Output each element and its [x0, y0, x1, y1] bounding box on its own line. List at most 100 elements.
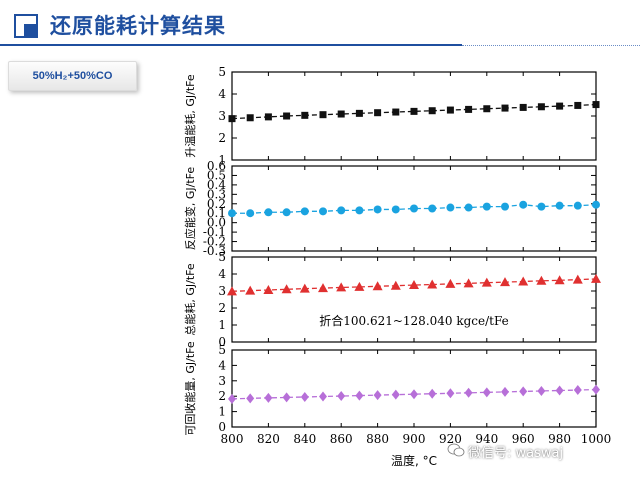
y-tick-label: 1 [218, 153, 226, 167]
x-tick-label: 820 [257, 432, 280, 446]
data-point [591, 273, 601, 283]
data-point [501, 104, 509, 112]
data-point [554, 275, 565, 285]
data-point [573, 385, 582, 396]
data-point [391, 205, 400, 214]
data-point [446, 388, 455, 399]
page-title: 还原能耗计算结果 [50, 14, 226, 38]
x-tick-label: 960 [512, 432, 535, 446]
data-point [481, 277, 492, 287]
x-tick-label: 940 [475, 432, 498, 446]
y-tick-label: -0.1 [203, 225, 226, 239]
data-point [537, 385, 546, 396]
data-point [246, 114, 254, 122]
data-point [354, 281, 365, 291]
y-tick-label: 4 [218, 87, 226, 101]
data-point [355, 206, 364, 215]
data-point [390, 280, 401, 290]
x-tick-label: 840 [293, 432, 316, 446]
data-point [555, 385, 564, 396]
series-line [232, 204, 597, 214]
header-rule [0, 44, 462, 46]
data-point [537, 103, 545, 111]
data-point [336, 282, 347, 292]
y-axis-label: 升温能耗, GJ/tFe [183, 74, 197, 158]
data-point [374, 109, 382, 117]
slide-header: 还原能耗计算结果 [0, 0, 640, 46]
data-point [246, 393, 255, 404]
header-dotted-rule [462, 44, 640, 46]
data-point [463, 278, 474, 288]
data-point [410, 204, 418, 213]
data-point [574, 101, 582, 109]
x-tick-label: 900 [403, 432, 426, 446]
y-axis-label: 总能耗, GJ/tFe [183, 263, 197, 336]
data-point [519, 103, 527, 111]
data-point [228, 393, 236, 404]
data-point [391, 389, 400, 400]
data-point [283, 112, 291, 120]
y-tick-label: 3 [218, 109, 226, 123]
data-point [337, 391, 346, 402]
data-point [500, 277, 510, 287]
y-tick-label: -0.2 [203, 235, 226, 249]
data-point [263, 284, 274, 294]
data-point [410, 107, 418, 115]
y-tick-label: 5 [218, 250, 226, 264]
data-point [592, 101, 600, 109]
data-point [446, 106, 454, 114]
series-line [231, 103, 597, 120]
data-point [319, 111, 327, 119]
data-point [245, 285, 256, 295]
data-point [300, 207, 309, 216]
data-point [573, 201, 582, 210]
data-point [392, 108, 400, 116]
y-tick-label: 5 [218, 343, 226, 357]
y-tick-label: 0 [218, 335, 226, 349]
data-point [228, 115, 236, 123]
data-point [428, 388, 437, 399]
data-point [519, 200, 528, 209]
wechat-icon [447, 443, 465, 457]
data-point [518, 276, 529, 286]
data-point [372, 281, 383, 291]
data-point [501, 202, 509, 211]
y-tick-label: 5 [218, 65, 226, 79]
data-point [428, 204, 437, 213]
data-point [409, 280, 419, 290]
data-point [318, 283, 328, 293]
y-axis-label: 可回收能量, GJ/tFe [183, 341, 197, 436]
data-point [264, 392, 273, 403]
data-point [537, 202, 546, 211]
x-axis-label: 温度, °C [391, 453, 437, 468]
y-axis-label: 反应能变, GJ/tFe [183, 167, 197, 251]
y-tick-label: 0.0 [207, 216, 226, 230]
y-tick-label: 4 [218, 267, 226, 281]
data-point [519, 386, 528, 397]
data-point [264, 208, 273, 217]
series-line [231, 388, 597, 400]
x-tick-label: 920 [439, 432, 462, 446]
data-point [427, 279, 438, 289]
data-point [555, 201, 564, 210]
data-point [300, 391, 309, 402]
data-point [373, 390, 382, 401]
y-tick-label: 0.1 [207, 206, 226, 220]
y-tick-label: 0.5 [207, 168, 226, 182]
data-point [337, 110, 345, 118]
x-tick-label: 1000 [581, 432, 612, 446]
logo-icon [14, 14, 38, 38]
data-point [592, 200, 600, 209]
x-tick-label: 800 [221, 432, 244, 446]
panel-annotation: 折合100.621~128.040 kgce/tFe [319, 313, 509, 328]
data-point [246, 209, 255, 218]
y-tick-label: 3 [218, 284, 226, 298]
data-point [282, 208, 291, 217]
y-tick-label: 0.6 [207, 159, 226, 173]
data-point [464, 387, 473, 398]
data-point [281, 284, 292, 294]
data-point [483, 105, 491, 113]
data-point [337, 206, 346, 215]
data-point [501, 386, 509, 397]
